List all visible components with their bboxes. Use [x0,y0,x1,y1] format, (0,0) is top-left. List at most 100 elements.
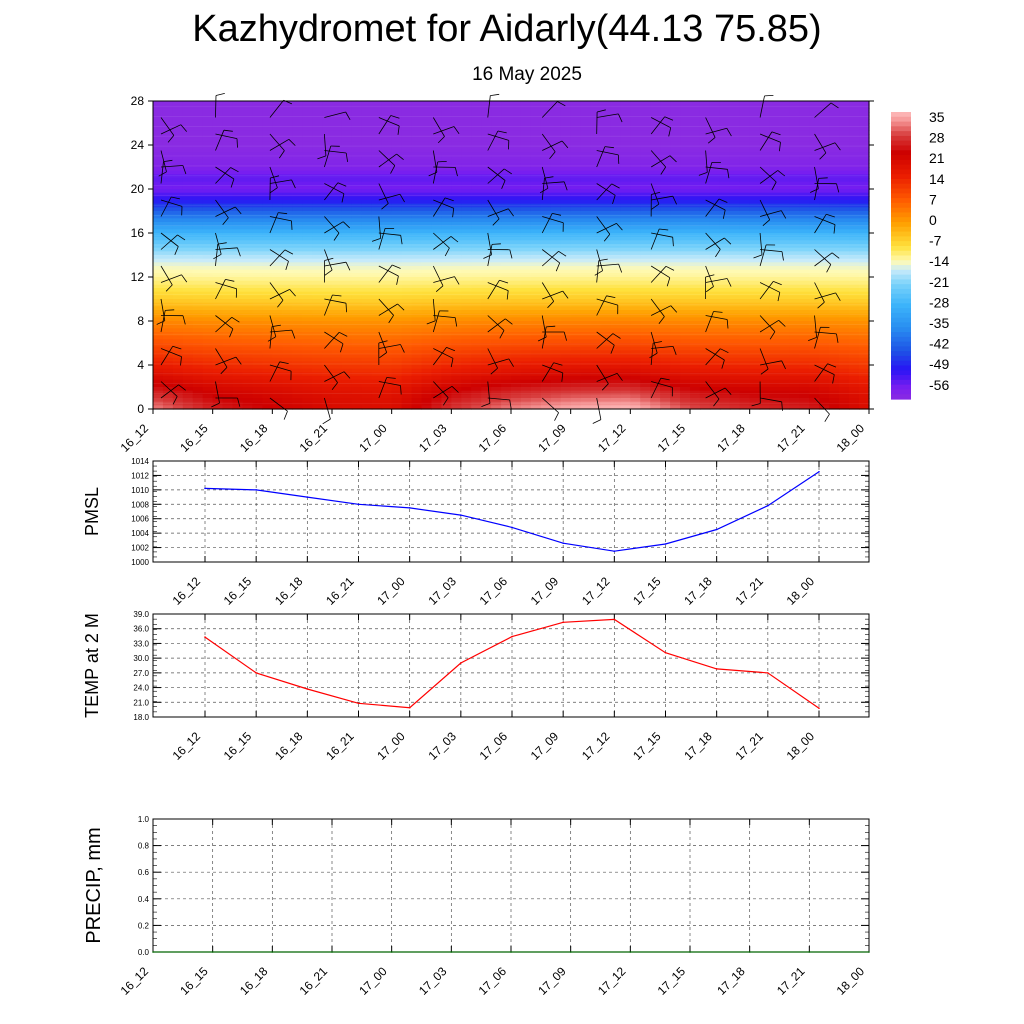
heatmap-cell [332,383,343,388]
heatmap-cell [212,339,224,344]
heatmap-cell [421,379,433,384]
heatmap-cell [660,148,671,153]
heatmap-cell [620,269,631,274]
heatmap-cell [660,225,671,230]
heatmap-cell [441,192,452,197]
heatmap-cell [600,112,612,117]
heatmap-cell [590,152,602,157]
heatmap-cell [222,379,234,384]
heatmap-cell [153,156,164,161]
heatmap-cell [570,115,582,120]
heatmap-cell [192,258,204,263]
heatmap-cell [431,339,442,344]
heatmap-cell [699,134,711,139]
heatmap-cell [501,108,512,113]
heatmap-cell [272,119,283,124]
heatmap-cell [292,339,303,344]
heatmap-cell [620,196,631,201]
heatmap-cell [312,277,323,282]
heatmap-cell [540,240,552,245]
heatmap-cell [660,214,671,219]
heatmap-cell [461,196,472,201]
heatmap-cell [351,159,363,164]
heatmap-cell [590,192,602,197]
heatmap-cell [222,343,234,348]
heatmap-cell [153,288,164,293]
heatmap-cell [550,185,562,190]
heatmap-cell [501,328,512,333]
heatmap-cell [501,398,512,403]
heatmap-cell [530,405,542,410]
heatmap-cell [302,288,313,293]
heatmap-cell [202,368,214,373]
heatmap-cell [570,178,582,183]
heatmap-cell [232,181,244,186]
heatmap-cell [421,203,433,208]
heatmap-cell [491,262,502,267]
heatmap-cell [481,401,492,406]
heatmap-cell [660,119,671,124]
heatmap-cell [351,317,363,322]
heatmap-cell [729,126,741,131]
heatmap-cell [481,236,492,241]
heatmap-cell [719,361,731,366]
heatmap-cell [630,269,641,274]
heatmap-cell [560,401,572,406]
heatmap-cell [182,130,194,135]
heatmap-cell [341,203,353,208]
heatmap-cell [520,372,532,377]
heatmap-cell [172,115,184,120]
heatmap-cell [431,390,442,395]
heatmap-cell [550,284,562,289]
heatmap-cell [530,247,542,252]
heatmap-cell [530,148,542,153]
heatmap-cell [660,181,671,186]
heatmap-cell [699,222,711,227]
heatmap-cell [491,148,502,153]
heatmap-cell [182,218,194,223]
heatmap-cell [153,291,164,296]
heatmap-cell [272,233,283,238]
heatmap-cell [520,101,532,106]
heatmap-cell [511,137,522,142]
heatmap-cell [421,244,433,249]
heatmap-cell [690,211,701,216]
heatmap-cell [680,368,691,373]
heatmap-cell [501,233,512,238]
heatmap-cell [272,115,283,120]
heatmap-cell [690,101,701,106]
heatmap-cell [680,123,691,128]
heatmap-cell [322,357,333,362]
heatmap-cell [441,321,452,326]
heatmap-cell [570,310,582,315]
heatmap-cell [411,200,423,205]
heatmap-cell [361,123,373,128]
heatmap-cell [202,401,214,406]
heatmap-cell [262,156,273,161]
heatmap-cell [550,317,562,322]
heatmap-cell [550,310,562,315]
heatmap-cell [401,343,413,348]
heatmap-cell [719,302,731,307]
heatmap-cell [242,156,254,161]
heatmap-cell [540,379,552,384]
heatmap-cell [391,130,403,135]
heatmap-cell [560,350,572,355]
heatmap-cell [660,258,671,263]
heatmap-cell [202,108,214,113]
heatmap-cell [371,207,383,212]
heatmap-cell [312,178,323,183]
heatmap-cell [481,200,492,205]
heatmap-cell [421,214,433,219]
heatmap-cell [162,273,174,278]
heatmap-cell [690,368,701,373]
heatmap-cell [332,196,343,201]
heatmap-cell [739,108,751,113]
heatmap-cell [511,335,522,340]
heatmap-cell [600,398,612,403]
heatmap-cell [471,383,482,388]
heatmap-cell [540,302,552,307]
heatmap-cell [520,148,532,153]
heatmap-cell [421,387,433,392]
heatmap-cell [272,262,283,267]
